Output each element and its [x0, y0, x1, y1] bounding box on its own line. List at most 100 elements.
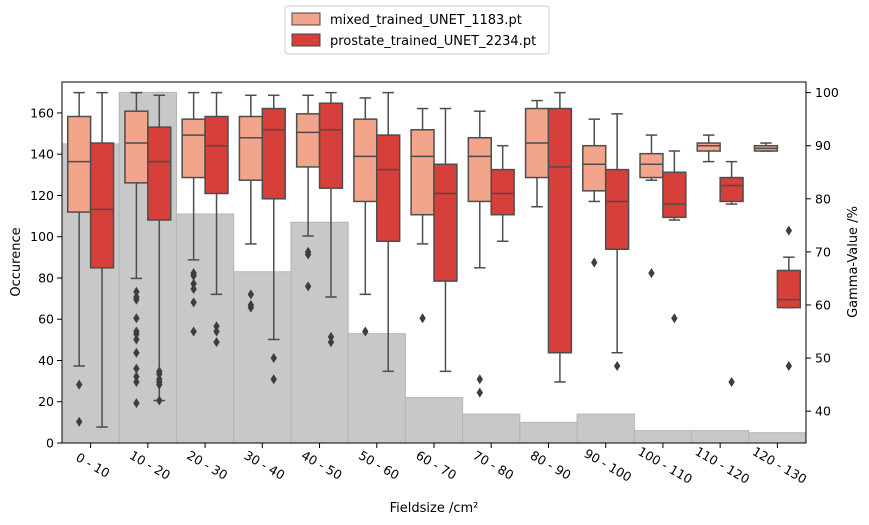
box-0-3: [238, 94, 264, 313]
box-iqr: [261, 107, 286, 200]
outlier-0: [133, 286, 140, 297]
outlier-2: [247, 302, 255, 313]
legend-swatch-prostate: [291, 33, 321, 47]
x-axis-label: Fieldsize /cm²: [390, 501, 479, 516]
box-0-10: [639, 134, 664, 279]
box-iqr: [410, 129, 435, 216]
box-iqr: [295, 113, 321, 168]
legend-label-mixed: mixed_trained_UNET_1183.pt: [330, 13, 522, 28]
outlier-4: [156, 379, 163, 390]
y-tick-label-left-0: 0: [46, 436, 54, 451]
y-tick-label-left-5: 100: [30, 229, 54, 244]
outlier-0: [213, 321, 220, 332]
box-iqr: [66, 115, 92, 213]
box-iqr: [639, 152, 664, 179]
box-0-6: [410, 107, 435, 324]
outlier-6: [133, 334, 140, 345]
box-iqr: [490, 168, 515, 216]
outlier-1: [304, 249, 312, 260]
box-iqr: [719, 176, 744, 203]
outlier-0: [75, 379, 83, 390]
box-0-9: [582, 118, 607, 268]
box-iqr: [467, 136, 492, 203]
y-tick-label-left-7: 140: [30, 147, 54, 162]
histogram-bar-8: [519, 421, 578, 444]
box-iqr: [776, 269, 802, 309]
y-axis-label-right: Gamma-Value /%: [846, 206, 861, 318]
box-1-11: [719, 160, 744, 387]
box-0-8: [524, 99, 550, 208]
box-0-2: [181, 91, 206, 337]
box-1-12: [776, 225, 802, 372]
box-iqr: [582, 144, 607, 192]
y-tick-label-right-6: 100: [815, 85, 839, 100]
box-1-6: [433, 107, 458, 373]
outlier-0: [327, 331, 335, 342]
boxplot-series: [66, 91, 802, 428]
box-1-3: [261, 94, 286, 385]
outlier-2: [213, 337, 220, 348]
outlier-2: [190, 278, 197, 289]
box-0-1: [124, 91, 149, 409]
y-tick-label-right-4: 80: [815, 191, 831, 206]
histogram-bar-12: [748, 432, 807, 444]
histogram-bar-5: [347, 333, 406, 444]
y-tick-label-right-5: 90: [815, 138, 831, 153]
box-iqr: [124, 110, 149, 184]
outlier-0: [247, 289, 255, 300]
histogram-bar-10: [633, 430, 693, 444]
y-tick-label-left-1: 20: [38, 394, 54, 409]
y-tick-label-left-6: 120: [30, 188, 54, 203]
outlier-0: [362, 326, 369, 337]
y-tick-label-left-8: 160: [30, 105, 54, 120]
y-tick-label-left-3: 60: [38, 312, 54, 327]
y-tick-label-left-4: 80: [38, 270, 54, 285]
outlier-2: [133, 294, 140, 305]
y-tick-label-right-1: 50: [815, 351, 831, 366]
outlier-1: [213, 326, 220, 337]
box-iqr: [696, 142, 721, 152]
histogram-bar-3: [233, 271, 292, 444]
outlier-1: [476, 387, 483, 398]
box-0-5: [353, 97, 378, 337]
y-tick-label-right-3: 70: [815, 244, 831, 259]
outlier-0: [671, 313, 678, 324]
histogram-bar-6: [404, 397, 464, 444]
outlier-3: [133, 313, 140, 324]
histogram-bar-9: [576, 413, 635, 444]
outlier-8: [133, 363, 140, 374]
outlier-0: [419, 313, 426, 324]
y-tick-label-right-0: 40: [815, 404, 831, 419]
outlier-7: [133, 347, 140, 358]
outlier-0: [270, 353, 277, 364]
outlier-11: [133, 398, 140, 409]
histogram-bar-4: [290, 221, 349, 444]
box-iqr: [204, 115, 229, 195]
outlier-0: [591, 257, 598, 268]
histogram-bar-7: [462, 413, 521, 444]
box-iqr: [238, 115, 264, 181]
outlier-0: [785, 361, 793, 372]
box-iqr: [604, 168, 630, 250]
box-0-11: [696, 134, 721, 163]
box-1-7: [490, 144, 515, 243]
box-iqr: [376, 134, 401, 243]
y-tick-label-left-2: 40: [38, 353, 54, 368]
box-0-0: [66, 91, 92, 427]
box-1-9: [604, 113, 630, 372]
legend-frame: [284, 5, 550, 55]
y-tick-label-right-2: 60: [815, 297, 831, 312]
outlier-3: [190, 284, 197, 295]
outlier-4: [190, 297, 197, 308]
outlier-1: [785, 225, 793, 236]
outlier-1: [75, 416, 83, 427]
outlier-2: [304, 281, 312, 292]
right-y-axis: 40 50 60 70 80 90 100: [806, 85, 839, 419]
outlier-1: [270, 374, 277, 385]
box-iqr: [89, 142, 115, 269]
box-iqr: [181, 118, 206, 179]
histogram-bar-2: [175, 213, 235, 444]
outlier-1: [156, 368, 163, 379]
outlier-5: [156, 395, 163, 406]
